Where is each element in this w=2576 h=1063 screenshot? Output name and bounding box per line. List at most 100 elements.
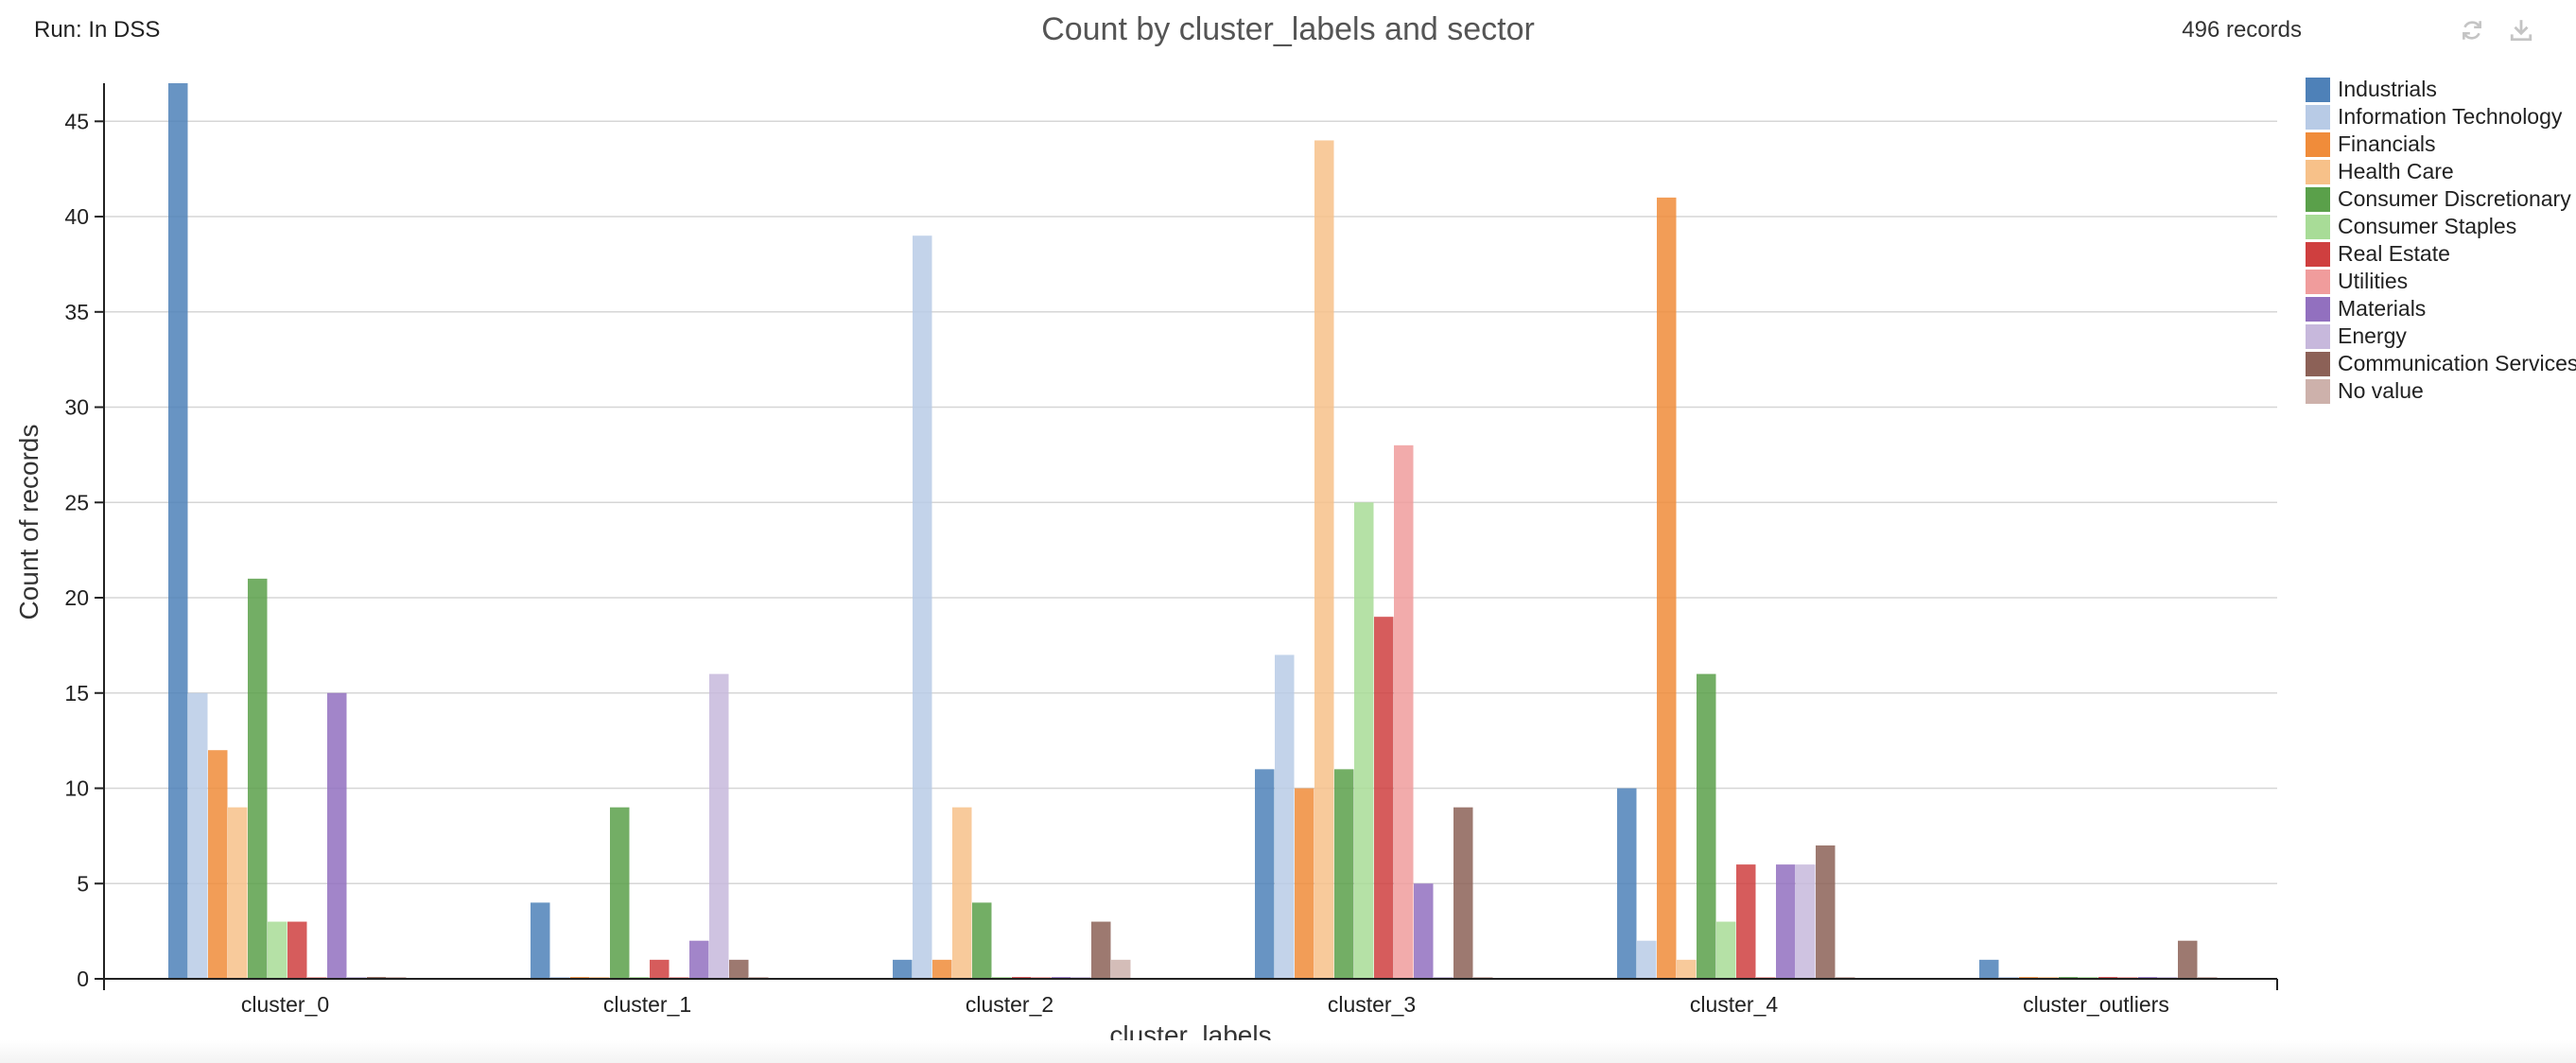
y-tick-label: 15 (64, 681, 89, 706)
y-tick-label: 20 (64, 585, 89, 610)
bar[interactable] (1275, 654, 1295, 979)
bar[interactable] (1979, 959, 1999, 979)
legend-item[interactable]: Consumer Discretionary (2306, 185, 2576, 213)
y-tick-label: 10 (64, 776, 89, 801)
legend-label: Utilities (2338, 269, 2409, 293)
bar[interactable] (1374, 617, 1394, 979)
bar[interactable] (610, 807, 630, 979)
legend-swatch (2306, 378, 2330, 404)
bar[interactable] (932, 959, 952, 979)
legend-label: Materials (2338, 296, 2427, 321)
bar[interactable] (1657, 197, 1677, 979)
legend: Industrials Information Technology Financi… (2306, 76, 2576, 405)
bar[interactable] (1677, 959, 1697, 979)
legend-item[interactable]: Industrials (2306, 76, 2576, 103)
y-tick-label: 5 (77, 871, 89, 896)
y-tick-label: 30 (64, 395, 89, 420)
legend-swatch (2306, 351, 2330, 376)
legend-item[interactable]: Energy (2306, 322, 2576, 350)
x-tick-label: cluster_1 (603, 992, 691, 1017)
y-tick-label: 40 (64, 204, 89, 229)
bar[interactable] (893, 959, 913, 979)
bar[interactable] (268, 921, 287, 979)
bar[interactable] (1776, 864, 1796, 979)
bar[interactable] (248, 578, 268, 979)
bars (168, 83, 2218, 980)
legend-item[interactable]: Consumer Staples (2306, 213, 2576, 240)
bar[interactable] (1697, 673, 1716, 979)
x-tick-label: cluster_4 (1690, 992, 1779, 1017)
bar[interactable] (952, 807, 972, 979)
legend-label: Industrials (2338, 77, 2437, 101)
bar[interactable] (972, 902, 992, 979)
bar[interactable] (188, 692, 208, 979)
bar[interactable] (1295, 788, 1314, 979)
legend-item[interactable]: Real Estate (2306, 240, 2576, 268)
legend-item[interactable]: Utilities (2306, 268, 2576, 295)
bar[interactable] (2178, 940, 2198, 979)
bar[interactable] (729, 959, 749, 979)
legend-label: Financials (2338, 131, 2436, 156)
refresh-icon (2463, 21, 2481, 40)
legend-swatch (2306, 241, 2330, 267)
legend-item[interactable]: Communication Services (2306, 350, 2576, 377)
legend-swatch (2306, 77, 2330, 102)
bar[interactable] (531, 902, 550, 979)
bar[interactable] (168, 83, 188, 979)
refresh-button[interactable] (2455, 13, 2489, 47)
x-tick-label: cluster_outliers (2023, 992, 2169, 1017)
legend-swatch (2306, 159, 2330, 184)
bar[interactable] (1796, 864, 1816, 979)
legend-item[interactable]: Information Technology (2306, 103, 2576, 131)
y-tick-label: 35 (64, 300, 89, 324)
legend-swatch (2306, 296, 2330, 322)
bar[interactable] (1816, 845, 1836, 979)
download-icon (2510, 20, 2532, 42)
legend-label: Consumer Staples (2338, 214, 2517, 238)
legend-label: Consumer Discretionary (2338, 186, 2571, 211)
x-ticks: cluster_0 cluster_1 cluster_2 cluster_3 clus… (103, 979, 2278, 1017)
bar[interactable] (689, 940, 709, 979)
y-ticks: 0 5 10 15 20 25 30 35 40 45 (64, 109, 104, 991)
bar[interactable] (1617, 788, 1637, 979)
legend-item[interactable]: Health Care (2306, 158, 2576, 185)
legend-label: No value (2338, 378, 2424, 403)
y-axis-label: Count of records (14, 425, 44, 620)
legend-label: Communication Services (2338, 351, 2576, 375)
legend-label: Information Technology (2338, 104, 2563, 129)
legend-swatch (2306, 269, 2330, 294)
legend-item[interactable]: Financials (2306, 131, 2576, 158)
bar[interactable] (1354, 502, 1374, 979)
legend-item[interactable]: No value (2306, 377, 2576, 405)
bar[interactable] (287, 921, 307, 979)
bar[interactable] (1091, 921, 1111, 979)
bar[interactable] (1453, 807, 1473, 979)
bar[interactable] (709, 673, 729, 979)
bar[interactable] (228, 807, 248, 979)
bar[interactable] (1111, 959, 1131, 979)
bar[interactable] (1736, 864, 1756, 979)
bar[interactable] (327, 692, 347, 979)
bar[interactable] (1314, 140, 1334, 980)
x-tick-label: cluster_2 (966, 992, 1053, 1017)
legend-label: Real Estate (2338, 241, 2450, 266)
legend-swatch (2306, 131, 2330, 157)
legend-swatch (2306, 186, 2330, 212)
bar[interactable] (208, 750, 228, 979)
legend-item[interactable]: Materials (2306, 295, 2576, 322)
bar[interactable] (1716, 921, 1736, 979)
footer-shade (0, 1040, 2576, 1063)
legend-swatch (2306, 104, 2330, 130)
bar[interactable] (1394, 444, 1414, 979)
y-tick-label: 45 (64, 109, 89, 133)
bar[interactable] (650, 959, 670, 979)
bar[interactable] (913, 235, 932, 980)
y-tick-label: 25 (64, 490, 89, 514)
download-button[interactable] (2504, 13, 2538, 47)
bar[interactable] (1637, 940, 1657, 979)
bar[interactable] (1334, 769, 1354, 979)
bar[interactable] (1414, 883, 1434, 979)
bar[interactable] (1255, 769, 1275, 979)
legend-swatch (2306, 323, 2330, 349)
